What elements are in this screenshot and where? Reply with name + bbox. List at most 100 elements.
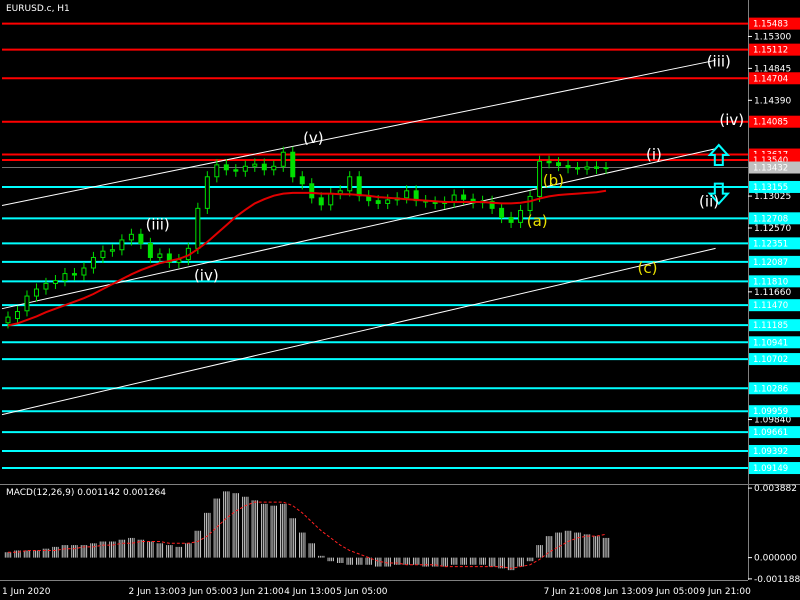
wave-label: (c) [637,259,657,277]
candle-body [90,256,96,269]
candle-body [575,167,581,170]
candle-body [451,194,457,203]
candle-body [603,167,609,170]
price-tick-label: 1.12570 [754,224,791,234]
resistance-level-label: 1.15112 [753,46,788,56]
candle-body [71,273,77,276]
resistance-level-tag [749,17,800,30]
time-tick-label: 2 Jun 13:00 [128,587,180,597]
wave-label: (iv) [194,267,219,285]
candle-body [356,176,362,197]
candle-body [14,310,20,320]
resistance-level-label: 1.14704 [753,74,788,84]
candle-body [318,197,324,206]
time-tick-label: 1 Jun 2020 [2,587,51,597]
arrow-down-icon [707,182,731,206]
candle-body [556,162,562,167]
macd-tick-label: 0.003882 [754,484,797,494]
candle-body [62,273,68,282]
wave-label: (iii) [146,215,170,233]
current-price-label: 1.13432 [753,164,788,174]
arrow-up-icon [707,143,731,167]
candle-body [233,169,239,172]
price-tick-label: 1.13025 [754,192,791,202]
price-tick-label: 1.11660 [754,288,791,298]
time-tick-label: 7 Jun 21:00 [544,587,596,597]
support-level-tag [749,382,800,395]
price-tick-label: 1.09840 [754,416,791,426]
time-tick-label: 5 Jun 05:00 [336,587,388,597]
support-level-label: 1.09959 [753,407,788,417]
candle-body [518,209,524,223]
candle-body [166,253,172,263]
support-level-tag [749,336,800,349]
wave-label: (b) [543,171,564,189]
candle-body [584,166,590,170]
candle-body [52,280,58,284]
candle-body [527,195,533,211]
candle-body [195,207,201,249]
support-level-label: 1.10286 [753,384,788,394]
channel-line [1,59,716,207]
support-level-tag [749,426,800,439]
wave-label: (i) [646,145,662,163]
support-level-tag [749,180,800,193]
candles [5,146,609,329]
candle-body [299,176,305,185]
candle-body [499,207,505,218]
support-level-tag [749,462,800,475]
resistance-level-label: 1.14085 [753,118,788,128]
support-level-label: 1.09392 [753,447,788,457]
candle-body [347,176,353,192]
support-level-label: 1.11470 [753,301,788,311]
support-level-tag [749,212,800,225]
support-level-tag [749,444,800,457]
support-level-label: 1.10941 [753,338,788,348]
support-level-tag [749,405,800,418]
candle-body [565,165,571,169]
candle-body [404,190,410,199]
candle-body [24,295,30,312]
candle-body [375,200,381,204]
candle-body [290,151,296,178]
candle-body [280,151,286,167]
support-level-label: 1.13155 [753,183,788,193]
candle-body [242,165,248,172]
time-tick-label: 9 Jun 05:00 [647,587,699,597]
candle-body [109,249,115,252]
candle-body [328,193,334,206]
support-level-tag [749,353,800,366]
time-tick-label: 3 Jun 21:00 [232,587,284,597]
macd-histogram [4,491,610,571]
candle-body [508,216,514,223]
support-level-label: 1.11185 [753,321,788,331]
candle-body [119,239,125,251]
support-level-label: 1.12087 [753,258,788,268]
support-level-label: 1.09149 [753,464,788,474]
candle-body [461,194,467,200]
support-level-label: 1.09661 [753,428,788,438]
candle-body [81,267,87,276]
time-tick-label: 8 Jun 13:00 [596,587,648,597]
price-tick-label: 1.15300 [754,32,791,42]
candle-body [147,242,153,258]
support-level-label: 1.12351 [753,239,788,249]
wave-label: (a) [527,212,548,230]
candle-body [594,166,600,169]
candle-body [128,233,134,241]
candle-body [5,316,11,324]
support-level-tag [749,275,800,288]
price-tick-label: 1.14390 [754,96,791,106]
candle-body [489,200,495,209]
support-level-tag [749,255,800,268]
candle-body [138,233,144,244]
price-tick-label: 1.14845 [754,64,791,74]
time-tick-label: 4 Jun 13:00 [284,587,336,597]
wave-label: (ii) [699,192,719,210]
support-level-tag [749,319,800,332]
candle-body [385,199,391,204]
time-tick-label: 9 Jun 21:00 [699,587,751,597]
resistance-level-tag [749,43,800,56]
